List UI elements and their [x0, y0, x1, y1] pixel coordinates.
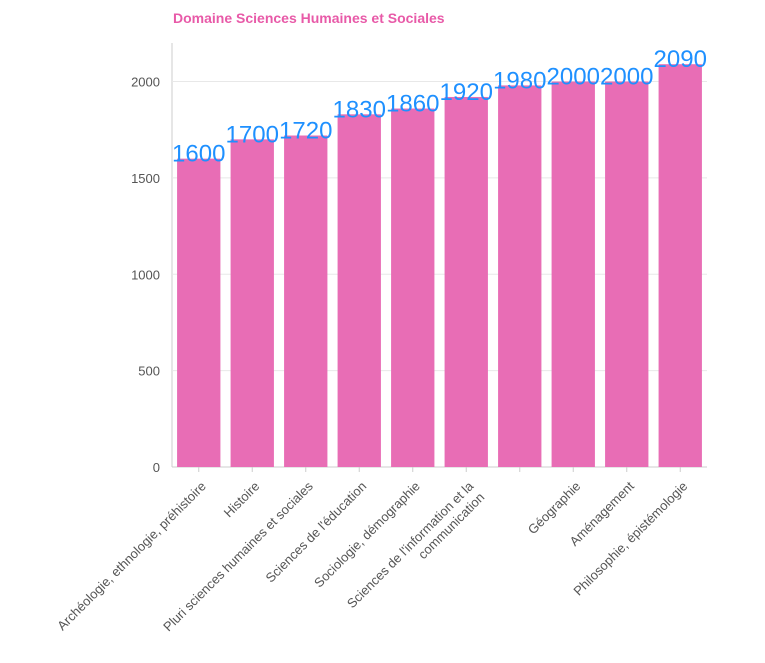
- y-tick-label: 1500: [131, 171, 160, 186]
- y-tick-label: 1000: [131, 267, 160, 282]
- data-label: 1720: [279, 118, 332, 145]
- data-label: 1700: [226, 121, 279, 148]
- x-tick-label: Philosophie, épistémologie: [570, 479, 690, 599]
- bar: [337, 114, 381, 468]
- x-tick-label: Géographie: [525, 479, 584, 538]
- chart-title: Domaine Sciences Humaines et Sociales: [173, 10, 445, 26]
- bar: [605, 81, 649, 467]
- bar: [230, 139, 274, 467]
- bar: [391, 108, 435, 467]
- bar: [177, 158, 221, 468]
- x-tick-label: Sciences de l'information et lacommunica…: [344, 478, 488, 622]
- bar: [498, 85, 542, 468]
- data-label: 1980: [493, 67, 546, 94]
- y-tick-label: 500: [138, 364, 160, 379]
- y-tick-label: 2000: [131, 75, 160, 90]
- bar: [551, 81, 595, 467]
- bar: [658, 64, 702, 467]
- x-tick-label: Sciences de l'éducation: [262, 479, 369, 586]
- x-tick-label: Histoire: [221, 479, 263, 521]
- data-label: 2090: [654, 46, 707, 73]
- data-label: 2000: [547, 64, 600, 91]
- data-label: 1830: [333, 96, 386, 123]
- data-label: 2000: [600, 64, 653, 91]
- bar: [284, 135, 328, 467]
- bar: [444, 96, 488, 468]
- data-label: 1860: [386, 91, 439, 118]
- data-label: 1920: [440, 79, 493, 106]
- data-label: 1600: [172, 141, 225, 168]
- y-tick-label: 0: [153, 460, 160, 475]
- x-tick-label: Sociologie, démographie: [311, 479, 423, 591]
